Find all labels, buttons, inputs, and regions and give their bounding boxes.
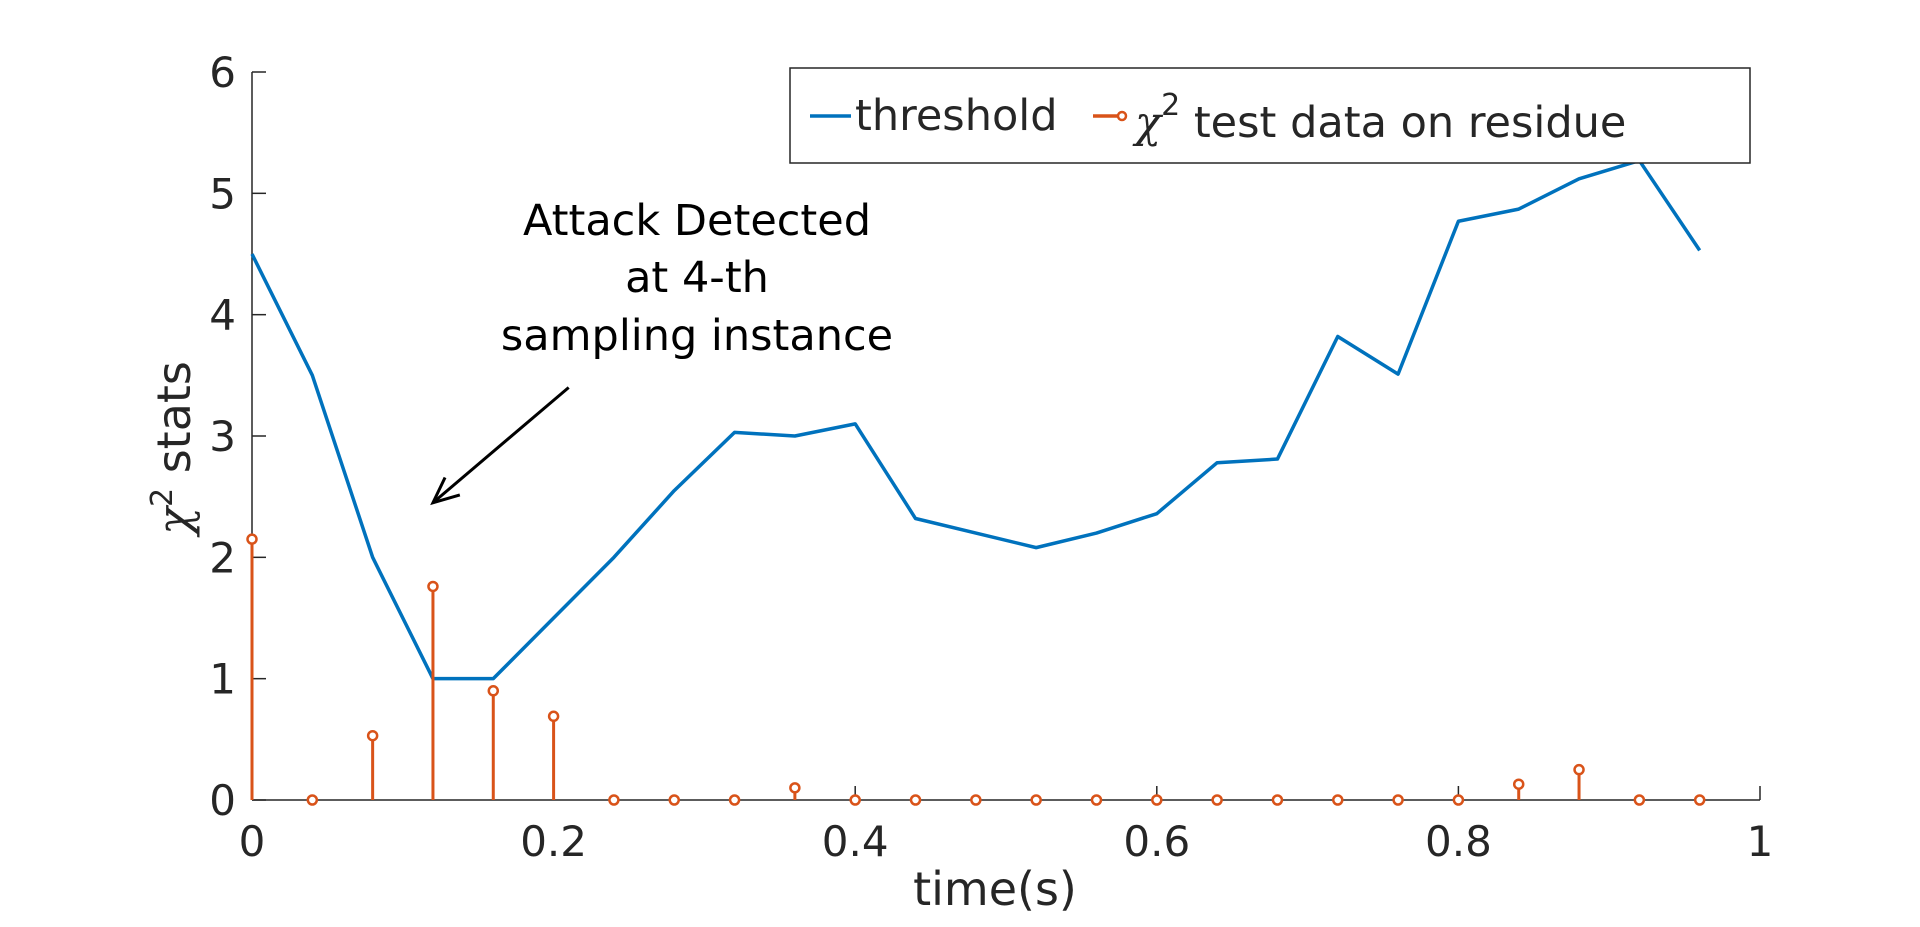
stem-marker (1090, 794, 1103, 806)
stem-marker (306, 794, 319, 806)
y-tick-label: 2 (209, 533, 236, 582)
y-axis-label: χ2 stats (145, 361, 201, 538)
x-axis-label: time(s) (913, 862, 1077, 916)
plot-area (246, 158, 1706, 806)
stem-marker (849, 794, 861, 806)
stem-marker (909, 794, 922, 806)
x-tick-label: 1 (1747, 817, 1774, 866)
stem-marker (1030, 794, 1042, 806)
stem-marker (246, 533, 258, 545)
y-tick-label: 4 (209, 291, 236, 340)
y-tick-label: 5 (209, 169, 236, 218)
legend-stem-label: χ2 test data on residue (1132, 88, 1626, 148)
stem-marker (366, 729, 379, 742)
x-tick-label: 0.4 (822, 817, 889, 866)
annotation-line-3: sampling instance (501, 311, 893, 361)
y-tick-label: 0 (209, 776, 236, 825)
stem-marker (487, 685, 500, 697)
stem-marker (427, 580, 439, 593)
legend-stem-marker (1116, 110, 1128, 122)
x-tick-label: 0.6 (1123, 817, 1190, 866)
stem-marker (1211, 794, 1223, 806)
threshold-line (250, 158, 1702, 681)
stem-marker (1452, 794, 1465, 806)
x-tick-label: 0.2 (520, 817, 587, 866)
stem-marker (1151, 794, 1163, 806)
annotation-arrowhead (430, 476, 461, 506)
y-tick-label: 3 (209, 412, 236, 461)
legend-box (789, 67, 1751, 164)
x-tick-label: 0.8 (1425, 817, 1492, 866)
stem-marker (1271, 794, 1284, 806)
annotation (430, 386, 570, 506)
stem-marker (547, 710, 560, 723)
stem-marker (970, 794, 982, 806)
annotation-arrow (431, 386, 570, 504)
annotation-line-2: at 4-th (625, 253, 769, 303)
stem-marker (1332, 794, 1344, 806)
annotation-line-1: Attack Detected (523, 196, 871, 246)
stem-marker (608, 794, 620, 806)
legend: threshold χ2 test data on residue (789, 67, 1751, 164)
stem-marker (1392, 794, 1404, 806)
stem-marker (789, 782, 801, 794)
stem-marker (1573, 763, 1585, 776)
stem-marker (1512, 778, 1525, 790)
y-tick-label: 6 (209, 48, 236, 97)
stem-marker (1693, 794, 1706, 806)
stem-marker (1633, 794, 1646, 806)
stem-marker (668, 794, 680, 806)
legend-threshold-label: threshold (855, 91, 1058, 141)
x-tick-label: 0 (239, 817, 266, 866)
y-tick-label: 1 (209, 655, 236, 704)
axes: 0 0.2 0.4 0.6 0.8 1 0 1 2 3 4 5 6 (209, 48, 1773, 866)
stem-marker (728, 794, 741, 806)
